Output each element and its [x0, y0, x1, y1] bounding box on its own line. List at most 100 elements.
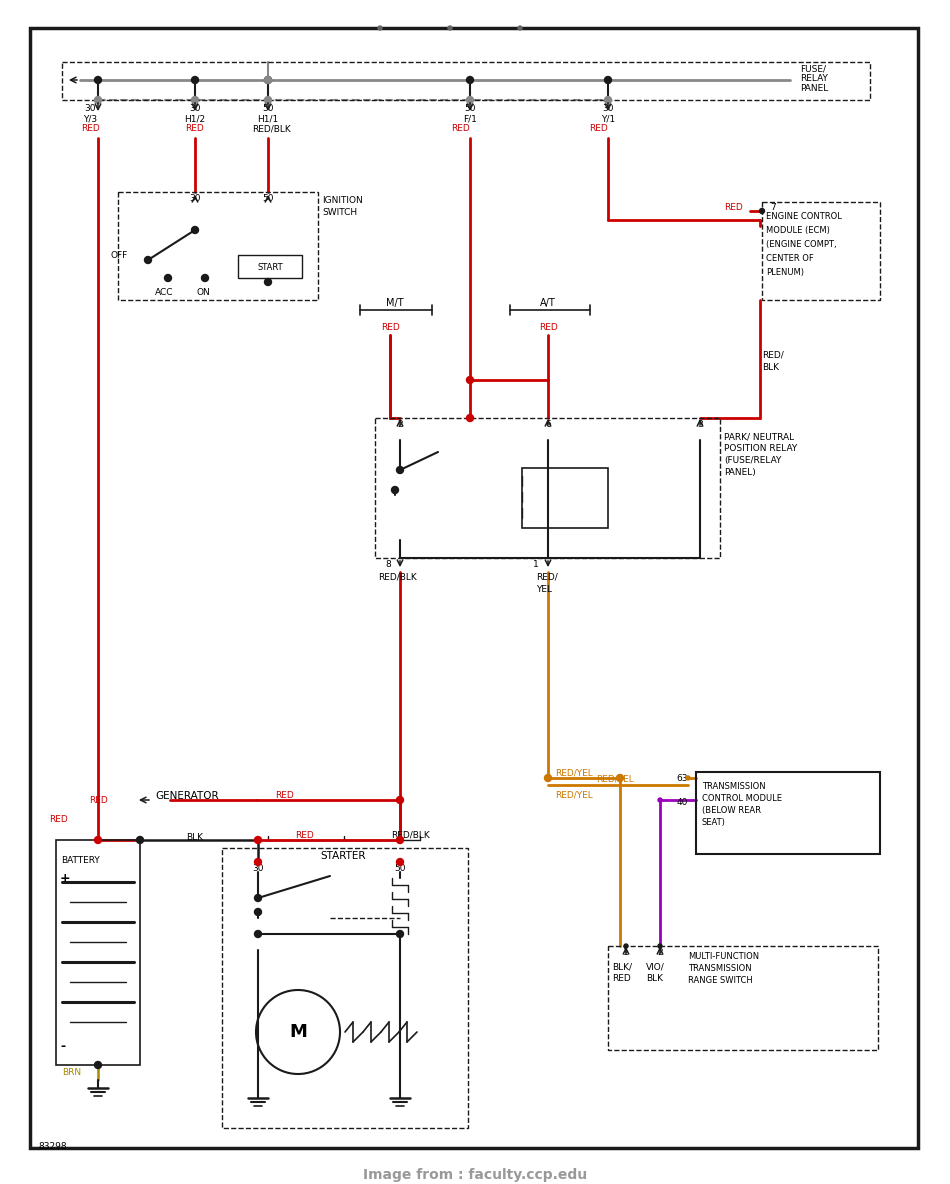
Text: 30: 30	[189, 194, 200, 202]
Text: BLK: BLK	[186, 834, 203, 842]
Text: 50: 50	[262, 194, 274, 202]
Text: 40: 40	[676, 798, 688, 807]
Circle shape	[264, 97, 272, 103]
Text: 7: 7	[770, 202, 776, 212]
Text: CENTER OF: CENTER OF	[766, 255, 814, 263]
Bar	[696, 772, 880, 854]
Circle shape	[192, 77, 199, 84]
Text: RED: RED	[81, 124, 100, 133]
Text: POSITION RELAY: POSITION RELAY	[724, 444, 797, 453]
Circle shape	[658, 798, 662, 802]
Circle shape	[686, 776, 690, 780]
Text: 8: 8	[385, 560, 390, 570]
Text: (FUSE/RELAY: (FUSE/RELAY	[724, 456, 781, 465]
Text: 1: 1	[533, 560, 539, 570]
Circle shape	[617, 774, 623, 781]
Text: RED: RED	[612, 974, 631, 983]
Circle shape	[759, 208, 765, 213]
Text: SWITCH: SWITCH	[322, 208, 357, 217]
Circle shape	[94, 837, 102, 843]
Circle shape	[658, 944, 662, 948]
Circle shape	[466, 377, 473, 384]
Text: TRANSMISSION: TRANSMISSION	[702, 781, 766, 791]
Bar	[62, 62, 870, 99]
Text: F/1: F/1	[463, 114, 477, 123]
Text: STARTER: STARTER	[320, 851, 366, 861]
Text: Image from : faculty.ccp.edu: Image from : faculty.ccp.edu	[363, 1167, 587, 1182]
Circle shape	[448, 26, 452, 30]
Text: SEAT): SEAT)	[702, 818, 726, 826]
Text: RED: RED	[381, 323, 399, 332]
Text: MODULE (ECM): MODULE (ECM)	[766, 226, 830, 234]
Circle shape	[396, 466, 404, 474]
Bar	[762, 202, 880, 300]
Text: IGNITION: IGNITION	[322, 197, 363, 205]
Circle shape	[164, 275, 172, 282]
Text: (BELOW REAR: (BELOW REAR	[702, 806, 761, 815]
Circle shape	[94, 1062, 102, 1068]
Bar	[118, 192, 318, 300]
Text: 2: 2	[657, 948, 663, 957]
Circle shape	[378, 26, 382, 30]
Circle shape	[94, 97, 102, 103]
Text: RED/YEL: RED/YEL	[596, 774, 634, 783]
Text: 30: 30	[189, 104, 200, 112]
Circle shape	[518, 26, 522, 30]
Circle shape	[466, 97, 473, 103]
Text: ACC: ACC	[155, 288, 173, 297]
Text: RED: RED	[276, 791, 294, 800]
Text: GENERATOR: GENERATOR	[155, 791, 218, 802]
Text: A/T: A/T	[541, 298, 556, 308]
Circle shape	[264, 278, 272, 285]
Text: RELAY: RELAY	[800, 73, 827, 83]
Text: RED: RED	[185, 124, 204, 133]
Text: 63: 63	[676, 774, 688, 783]
Text: VIO/: VIO/	[646, 961, 665, 971]
Circle shape	[255, 858, 261, 866]
Circle shape	[604, 97, 612, 103]
Circle shape	[396, 797, 404, 804]
Text: -: -	[60, 1040, 66, 1053]
Text: RED/YEL: RED/YEL	[555, 790, 593, 799]
Text: RED: RED	[539, 323, 558, 332]
Text: RED/BLK: RED/BLK	[378, 573, 417, 583]
Text: PARK/ NEUTRAL: PARK/ NEUTRAL	[724, 432, 794, 440]
Text: RED: RED	[49, 816, 68, 824]
Text: Y/3: Y/3	[83, 114, 97, 123]
Text: M/T: M/T	[387, 298, 404, 308]
Text: 50: 50	[394, 864, 406, 873]
Bar	[608, 946, 878, 1050]
Circle shape	[255, 894, 261, 901]
Circle shape	[391, 487, 398, 494]
Circle shape	[264, 77, 272, 84]
Text: H1/2: H1/2	[184, 114, 205, 123]
Text: 1: 1	[623, 948, 629, 957]
Circle shape	[192, 97, 199, 103]
Circle shape	[137, 837, 143, 843]
Text: RED/YEL: RED/YEL	[555, 768, 593, 778]
Text: 50: 50	[465, 104, 476, 112]
Circle shape	[466, 77, 473, 84]
Text: BLK: BLK	[762, 362, 779, 372]
Text: 3: 3	[697, 420, 703, 429]
Text: 2: 2	[397, 420, 403, 429]
Circle shape	[544, 774, 552, 781]
Text: RED: RED	[295, 831, 314, 839]
Text: ENGINE CONTROL: ENGINE CONTROL	[766, 212, 842, 221]
Text: BATTERY: BATTERY	[61, 856, 100, 866]
Text: BLK/: BLK/	[612, 961, 632, 971]
Circle shape	[466, 414, 473, 422]
Text: PANEL: PANEL	[800, 84, 828, 94]
Circle shape	[396, 837, 404, 843]
Text: 30: 30	[253, 864, 264, 873]
Circle shape	[94, 77, 102, 84]
Bar	[375, 418, 720, 558]
Circle shape	[255, 837, 261, 843]
Text: RANGE SWITCH: RANGE SWITCH	[688, 976, 752, 985]
Text: M: M	[289, 1023, 307, 1041]
Text: 30: 30	[602, 104, 614, 112]
Text: START: START	[257, 263, 283, 271]
Text: RED: RED	[88, 796, 107, 805]
Text: 6: 6	[545, 420, 551, 429]
Text: BRN: BRN	[62, 1068, 81, 1077]
